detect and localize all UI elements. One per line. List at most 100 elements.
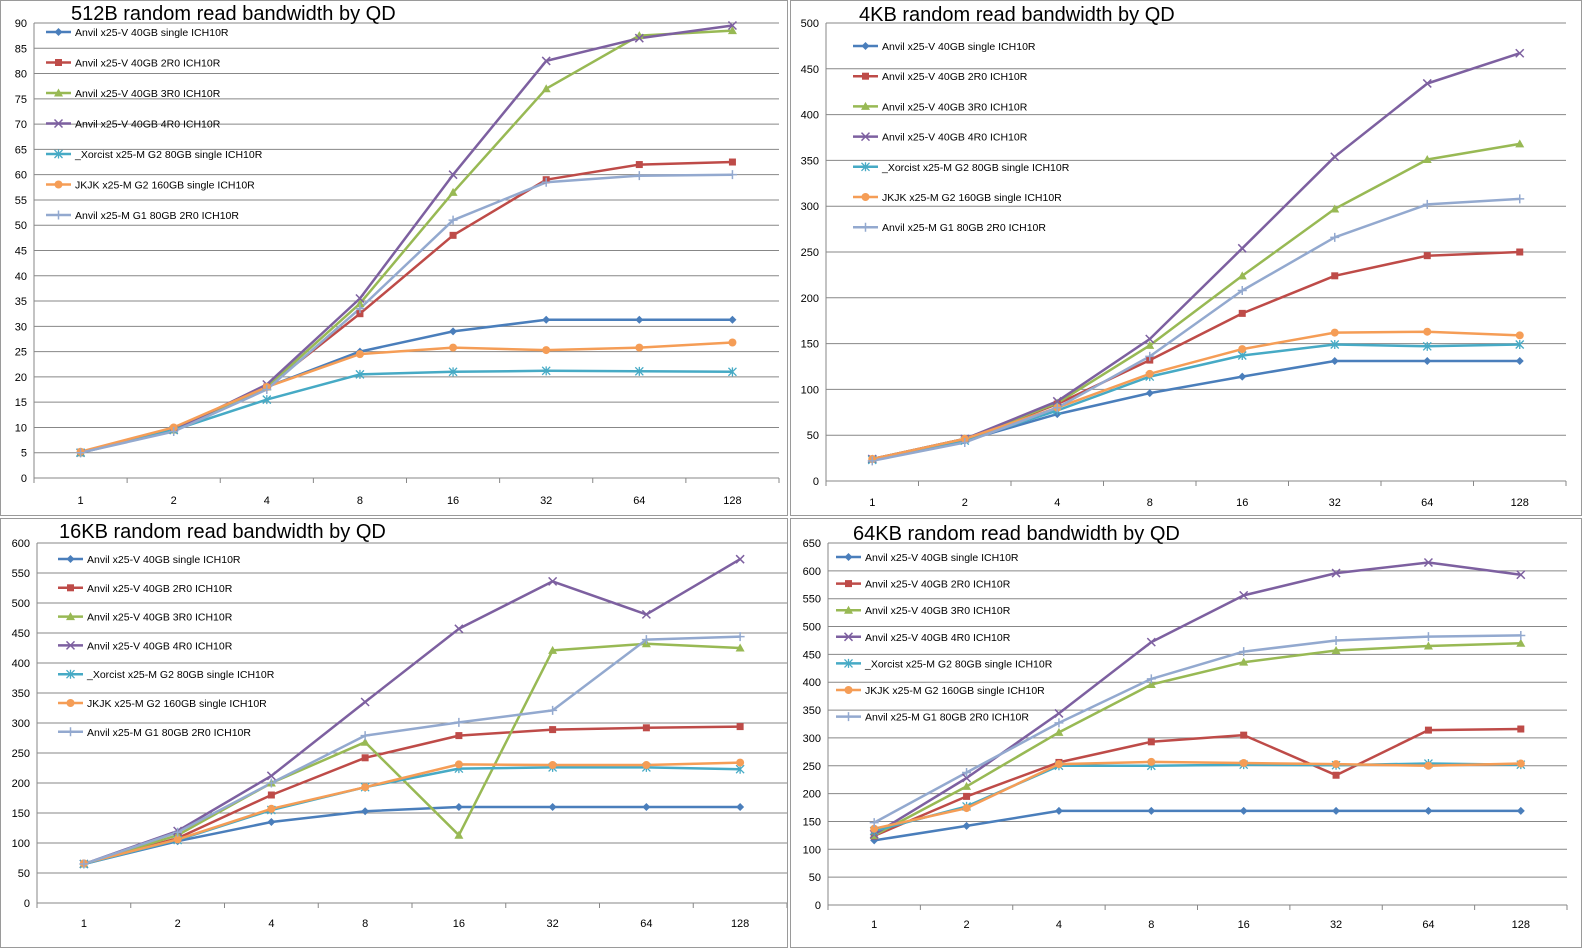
x-tick-label: 8 — [357, 495, 363, 507]
data-point — [360, 737, 370, 746]
data-point — [962, 821, 971, 830]
data-point — [355, 293, 365, 304]
legend-item: Anvil x25-V 40GB single ICH10R — [853, 41, 1036, 53]
data-point — [1331, 568, 1341, 578]
series-line — [872, 250, 1520, 461]
data-point — [1239, 758, 1248, 767]
data-point — [727, 170, 737, 180]
data-point — [542, 346, 551, 355]
x-tick-label: 4 — [264, 495, 270, 507]
legend-label: JKJK x25-M G2 160GB single ICH10R — [75, 180, 255, 192]
data-point — [963, 792, 971, 800]
legend-marker — [54, 149, 63, 159]
chart-512b: 0 5 10 15 20 25 30 35 40 45 50 55 60 65 70 75 80 85 90 1 2 4 8… — [15, 3, 780, 507]
legend-marker — [55, 59, 62, 66]
data-point — [1515, 194, 1525, 204]
data-point — [548, 761, 557, 769]
x-tick-label: 32 — [1329, 497, 1341, 509]
legend-item: Anvil x25-V 40GB 2R0 ICH10R — [46, 58, 221, 70]
x-tick-label: 16 — [453, 918, 465, 930]
legend-label: _Xorcist x25-M G2 80GB single ICH10R — [864, 658, 1053, 670]
x-tick-label: 1 — [871, 919, 877, 931]
data-point — [635, 315, 644, 324]
data-point — [642, 724, 650, 732]
data-point — [1054, 806, 1063, 815]
legend-item: _Xorcist x25-M G2 80GB single ICH10R — [46, 149, 263, 161]
series-line — [83, 642, 741, 866]
legend-item: Anvil x25-V 40GB 2R0 ICH10R — [58, 583, 233, 595]
data-point — [449, 231, 457, 239]
legend-label: Anvil x25-V 40GB single ICH10R — [865, 552, 1019, 564]
data-point — [962, 804, 971, 813]
y-tick-label: 60 — [15, 170, 27, 182]
data-point — [1331, 635, 1341, 645]
data-point — [360, 731, 370, 741]
data-point — [76, 448, 86, 458]
y-tick-label: 500 — [801, 18, 819, 30]
x-tick-label: 64 — [633, 495, 645, 507]
data-point — [267, 791, 275, 799]
x-tick-label: 4 — [1054, 497, 1060, 509]
data-point — [455, 732, 463, 740]
data-point — [266, 771, 276, 781]
data-point — [1054, 718, 1064, 728]
legend-item: Anvil x25-V 40GB 4R0 ICH10R — [58, 640, 233, 652]
legend-label: Anvil x25-V 40GB 3R0 ICH10R — [865, 605, 1011, 617]
x-tick-label: 2 — [171, 495, 177, 507]
data-point — [1517, 725, 1525, 733]
data-point — [1515, 357, 1524, 366]
legend-marker — [65, 640, 76, 650]
y-tick-label: 65 — [15, 144, 27, 156]
data-point — [454, 717, 464, 727]
series-line — [83, 761, 741, 865]
data-point — [1330, 357, 1339, 366]
legend-item: _Xorcist x25-M G2 80GB single ICH10R — [58, 669, 275, 681]
x-tick-label: 16 — [1238, 919, 1250, 931]
data-point — [634, 171, 644, 181]
legend-marker — [54, 88, 63, 97]
legend-marker — [53, 118, 64, 129]
x-tick-label: 32 — [547, 918, 559, 930]
legend-item: Anvil x25-V 40GB single ICH10R — [58, 554, 241, 566]
x-tick-label: 128 — [731, 918, 749, 930]
y-tick-label: 100 — [803, 844, 821, 856]
data-point — [1423, 252, 1431, 260]
data-point — [1331, 272, 1339, 280]
data-point — [1052, 403, 1062, 413]
data-point — [641, 635, 651, 645]
y-tick-label: 450 — [801, 64, 819, 76]
legend-label: Anvil x25-M G1 80GB 2R0 ICH10R — [87, 727, 251, 739]
series-line — [872, 330, 1520, 461]
legend-label: JKJK x25-M G2 160GB single ICH10R — [882, 192, 1062, 204]
y-tick-label: 40 — [15, 271, 27, 283]
x-tick-label: 2 — [175, 918, 181, 930]
x-tick-label: 32 — [1330, 919, 1342, 931]
y-tick-label: 450 — [803, 649, 821, 661]
legend-label: Anvil x25-M G1 80GB 2R0 ICH10R — [865, 712, 1029, 724]
data-point — [1515, 48, 1525, 58]
y-tick-label: 300 — [801, 201, 819, 213]
data-point — [642, 803, 651, 811]
data-point — [635, 161, 643, 169]
legend-label: Anvil x25-V 40GB 3R0 ICH10R — [882, 101, 1028, 113]
legend-label: JKJK x25-M G2 160GB single ICH10R — [87, 698, 267, 710]
data-point — [355, 369, 365, 379]
data-point — [1515, 331, 1524, 340]
series-line — [873, 561, 1521, 836]
data-point — [1422, 154, 1432, 163]
legend-label: Anvil x25-V 40GB 2R0 ICH10R — [865, 579, 1011, 591]
y-tick-label: 500 — [12, 598, 30, 610]
chart-title: 64KB random read bandwidth by QD — [853, 523, 1180, 545]
legend-item: JKJK x25-M G2 160GB single ICH10R — [58, 698, 267, 710]
x-tick-label: 16 — [447, 495, 459, 507]
y-tick-label: 80 — [15, 69, 27, 81]
y-tick-label: 150 — [801, 339, 819, 351]
series-line — [83, 766, 741, 866]
x-tick-label: 4 — [1056, 919, 1062, 931]
data-point — [361, 807, 370, 816]
data-point — [1515, 340, 1525, 350]
legend-marker — [843, 632, 854, 642]
y-tick-label: 70 — [15, 119, 27, 131]
x-tick-label: 2 — [962, 497, 968, 509]
x-tick-label: 64 — [1422, 919, 1434, 931]
